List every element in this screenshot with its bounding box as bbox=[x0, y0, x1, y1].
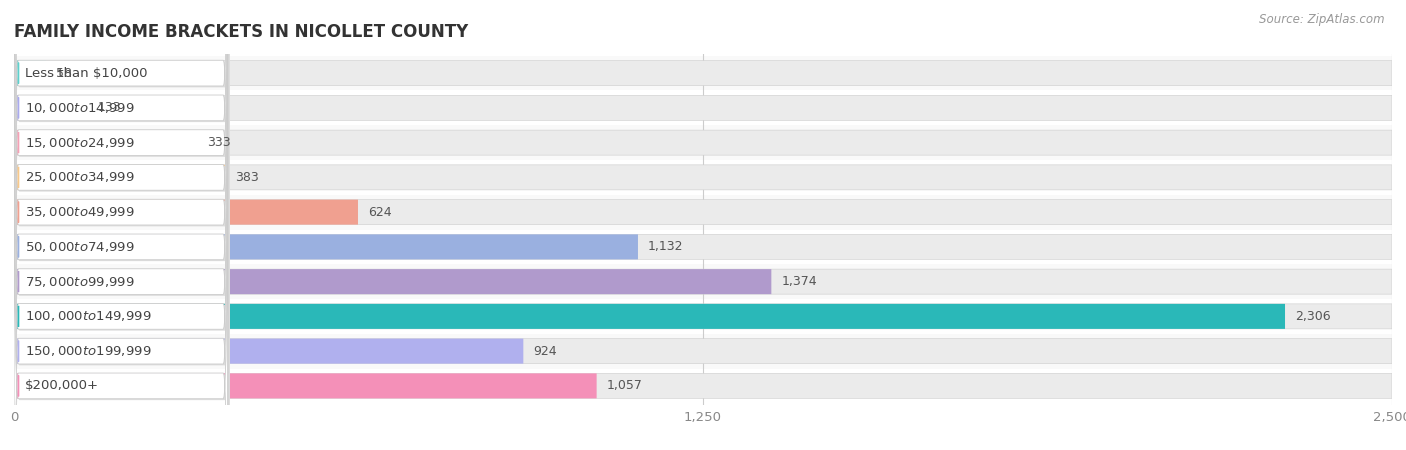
FancyBboxPatch shape bbox=[14, 0, 228, 450]
Text: 2,306: 2,306 bbox=[1295, 310, 1330, 323]
Bar bbox=[14, 334, 1392, 369]
FancyBboxPatch shape bbox=[14, 165, 225, 190]
Text: $25,000 to $34,999: $25,000 to $34,999 bbox=[25, 171, 135, 184]
Text: 383: 383 bbox=[235, 171, 259, 184]
FancyBboxPatch shape bbox=[14, 338, 523, 364]
FancyBboxPatch shape bbox=[14, 0, 228, 450]
FancyBboxPatch shape bbox=[15, 18, 229, 450]
FancyBboxPatch shape bbox=[14, 234, 1392, 259]
FancyBboxPatch shape bbox=[14, 0, 228, 408]
Text: 924: 924 bbox=[533, 345, 557, 358]
Text: 1,057: 1,057 bbox=[606, 379, 643, 392]
Bar bbox=[14, 230, 1392, 264]
Text: $75,000 to $99,999: $75,000 to $99,999 bbox=[25, 274, 135, 288]
Bar bbox=[14, 90, 1392, 125]
FancyBboxPatch shape bbox=[14, 95, 1392, 121]
FancyBboxPatch shape bbox=[14, 51, 228, 450]
Text: $50,000 to $74,999: $50,000 to $74,999 bbox=[25, 240, 135, 254]
FancyBboxPatch shape bbox=[14, 374, 596, 398]
Bar bbox=[14, 264, 1392, 299]
Text: $100,000 to $149,999: $100,000 to $149,999 bbox=[25, 310, 152, 324]
Text: 1,374: 1,374 bbox=[782, 275, 817, 288]
FancyBboxPatch shape bbox=[15, 0, 229, 374]
Text: $150,000 to $199,999: $150,000 to $199,999 bbox=[25, 344, 152, 358]
FancyBboxPatch shape bbox=[14, 61, 46, 86]
Bar bbox=[14, 299, 1392, 334]
FancyBboxPatch shape bbox=[15, 0, 229, 409]
Text: 333: 333 bbox=[208, 136, 231, 149]
FancyBboxPatch shape bbox=[14, 234, 638, 259]
Text: $200,000+: $200,000+ bbox=[25, 379, 98, 392]
Text: $10,000 to $14,999: $10,000 to $14,999 bbox=[25, 101, 135, 115]
FancyBboxPatch shape bbox=[14, 374, 1392, 398]
FancyBboxPatch shape bbox=[14, 86, 228, 450]
FancyBboxPatch shape bbox=[15, 122, 229, 450]
Text: Less than $10,000: Less than $10,000 bbox=[25, 67, 148, 80]
FancyBboxPatch shape bbox=[14, 338, 1392, 364]
FancyBboxPatch shape bbox=[14, 304, 1392, 329]
Text: 1,132: 1,132 bbox=[648, 240, 683, 253]
Bar bbox=[14, 125, 1392, 160]
Bar bbox=[14, 160, 1392, 195]
FancyBboxPatch shape bbox=[14, 0, 228, 373]
FancyBboxPatch shape bbox=[14, 0, 228, 442]
FancyBboxPatch shape bbox=[14, 200, 359, 225]
FancyBboxPatch shape bbox=[14, 269, 772, 294]
FancyBboxPatch shape bbox=[15, 0, 229, 450]
Text: FAMILY INCOME BRACKETS IN NICOLLET COUNTY: FAMILY INCOME BRACKETS IN NICOLLET COUNT… bbox=[14, 23, 468, 41]
FancyBboxPatch shape bbox=[15, 53, 229, 450]
Text: 133: 133 bbox=[97, 101, 121, 114]
FancyBboxPatch shape bbox=[14, 0, 228, 338]
FancyBboxPatch shape bbox=[14, 61, 1392, 86]
Text: $35,000 to $49,999: $35,000 to $49,999 bbox=[25, 205, 135, 219]
Bar bbox=[14, 369, 1392, 403]
FancyBboxPatch shape bbox=[14, 165, 1392, 190]
Bar bbox=[14, 56, 1392, 90]
FancyBboxPatch shape bbox=[14, 304, 1285, 329]
Text: 58: 58 bbox=[56, 67, 72, 80]
Text: Source: ZipAtlas.com: Source: ZipAtlas.com bbox=[1260, 14, 1385, 27]
Bar bbox=[14, 195, 1392, 230]
FancyBboxPatch shape bbox=[14, 130, 198, 155]
Text: $15,000 to $24,999: $15,000 to $24,999 bbox=[25, 135, 135, 149]
FancyBboxPatch shape bbox=[15, 0, 229, 444]
FancyBboxPatch shape bbox=[14, 269, 1392, 294]
FancyBboxPatch shape bbox=[15, 0, 229, 450]
FancyBboxPatch shape bbox=[14, 130, 1392, 155]
FancyBboxPatch shape bbox=[15, 0, 229, 340]
FancyBboxPatch shape bbox=[14, 121, 228, 450]
FancyBboxPatch shape bbox=[14, 200, 1392, 225]
FancyBboxPatch shape bbox=[14, 17, 228, 450]
FancyBboxPatch shape bbox=[14, 95, 87, 121]
Text: 624: 624 bbox=[368, 206, 391, 219]
FancyBboxPatch shape bbox=[15, 87, 229, 450]
